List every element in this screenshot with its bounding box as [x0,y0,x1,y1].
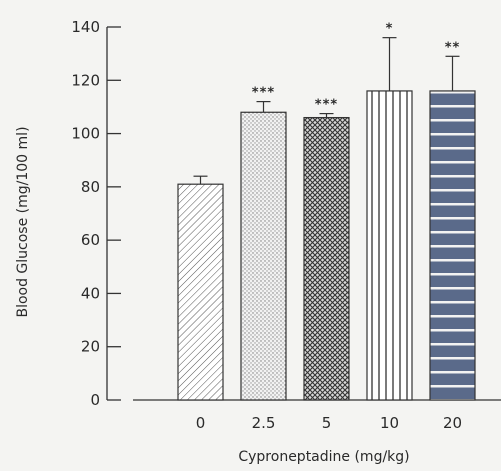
x-tick-label: 20 [443,414,462,432]
y-tick-label: 0 [90,391,100,409]
y-tick-label: 80 [81,178,100,196]
bar [177,183,224,401]
bar [366,90,413,401]
x-axis-title: Cyproneptadine (mg/kg) [238,449,409,465]
x-tick-label: 0 [196,414,206,432]
significance-label: ** [445,40,461,55]
bars [177,37,476,401]
y-tick-label: 140 [71,18,100,36]
y-tick-label: 100 [71,125,100,143]
y-tick-label: 60 [81,231,100,249]
y-tick-label: 20 [81,338,100,356]
x-tick-label: 2.5 [252,414,276,432]
labels: 0 20 40 60 80 100 120 140 0 *** 2.5 *** 5 * 10 ** 20 [71,18,462,432]
significance-label: *** [252,86,275,101]
y-axis-title: Blood Glucose (mg/100 ml) [15,126,31,317]
y-tick-label: 120 [71,71,100,89]
y-tick-label: 40 [81,284,100,302]
significance-label: *** [315,98,338,113]
significance-label: * [386,22,394,37]
bar [240,111,287,401]
bar [429,90,476,401]
x-tick-label: 10 [380,414,399,432]
bar [303,116,350,401]
x-tick-label: 5 [322,414,332,432]
